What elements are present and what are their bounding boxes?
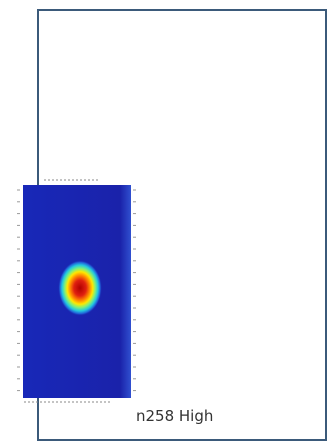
heatmap-hotspot [58,260,102,316]
heatmap-right-ticks [133,189,136,392]
band-label: n258 High [136,407,214,425]
heatmap-plot [14,176,140,406]
heatmap-canvas [17,179,136,403]
heatmap-left-ticks [17,189,20,392]
